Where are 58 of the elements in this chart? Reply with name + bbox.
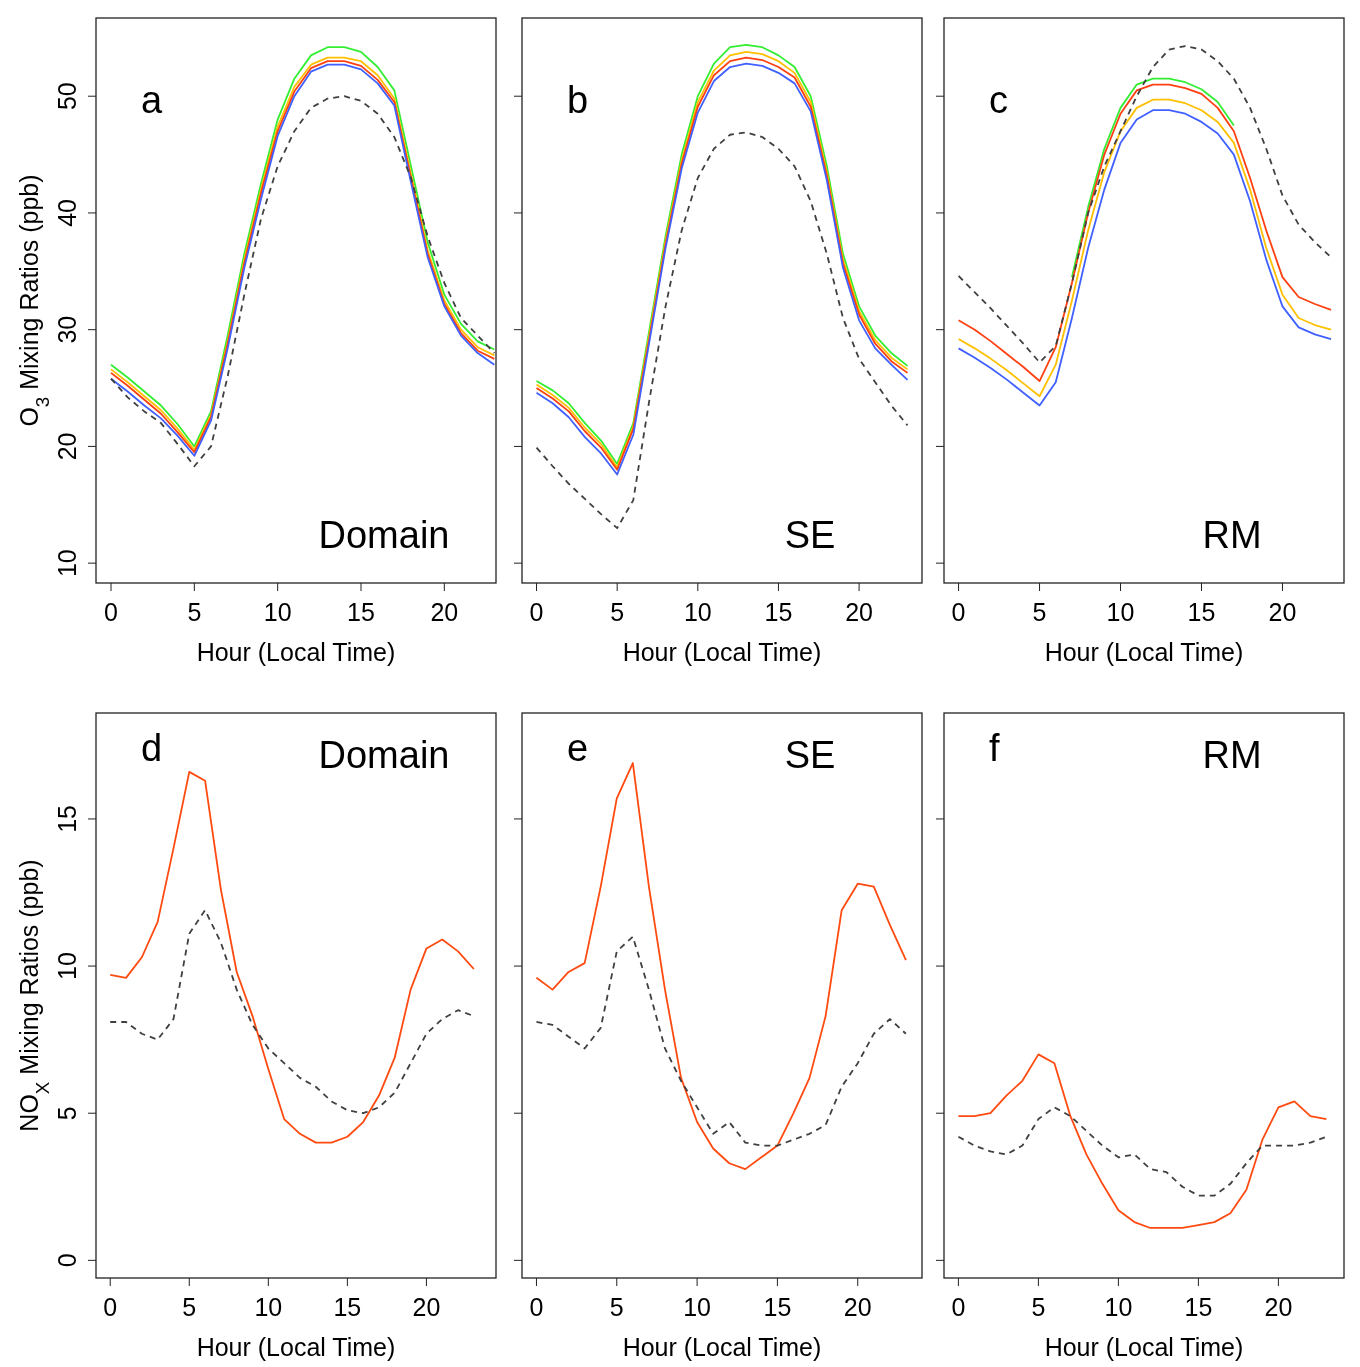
line-series [109,770,475,1144]
x-axis-title: Hour (Local Time) [1044,638,1244,666]
y-tick-label: 50 [53,82,81,111]
annotation: SE [784,514,836,556]
x-tick-label: 5 [610,598,625,626]
annotation: a [141,79,163,121]
x-tick-label: 5 [609,1293,624,1321]
x-tick-label: 15 [1187,598,1216,626]
x-tick-label: 10 [1104,1293,1133,1321]
x-tick-label: 20 [843,1293,872,1321]
y-tick-label: 10 [53,952,81,980]
x-tick-label: 10 [254,1293,283,1321]
x-tick-label: 0 [951,1293,966,1321]
y-tick-label: 30 [53,315,81,344]
x-tick-label: 0 [529,1293,544,1321]
annotation: c [989,79,1008,121]
x-tick-label: 0 [529,598,544,626]
x-tick-label: 10 [683,598,712,626]
x-tick-label: 15 [1184,1293,1213,1321]
annotation: e [567,727,589,769]
x-tick-label: 15 [347,598,375,626]
annotation: RM [1202,734,1262,776]
x-tick-label: 5 [1032,598,1047,626]
annotation: Domain [318,734,450,776]
x-tick-label: 0 [103,1293,118,1321]
x-axis-title: Hour (Local Time) [1044,1333,1244,1361]
x-tick-label: 5 [182,1293,197,1321]
y-tick-label: 20 [53,432,81,461]
x-tick-label: 15 [333,1293,362,1321]
x-tick-label: 5 [187,598,202,626]
x-tick-label: 20 [845,598,873,626]
x-tick-label: 15 [763,1293,792,1321]
annotation: f [989,727,1000,769]
annotation: b [567,79,589,121]
x-tick-label: 10 [263,598,292,626]
x-tick-label: 15 [764,598,793,626]
y-tick-label: 0 [53,1253,81,1268]
annotation: SE [784,734,836,776]
x-tick-label: 20 [1268,598,1297,626]
annotation: RM [1202,514,1262,556]
annotation: Domain [318,514,450,556]
x-tick-label: 0 [951,598,966,626]
x-tick-label: 20 [430,598,459,626]
x-tick-label: 20 [1264,1293,1293,1321]
annotation: d [141,727,163,769]
y-tick-label: 40 [53,199,81,227]
x-tick-label: 10 [683,1293,712,1321]
x-axis-title: Hour (Local Time) [622,1333,822,1361]
x-axis-title: Hour (Local Time) [196,1333,396,1361]
x-tick-label: 20 [412,1293,441,1321]
y-tick-label: 10 [53,549,81,578]
y-tick-label: 5 [53,1106,81,1121]
x-tick-label: 10 [1106,598,1135,626]
x-axis-title: Hour (Local Time) [196,638,396,666]
y-tick-label: 15 [53,805,81,833]
x-axis-title: Hour (Local Time) [622,638,822,666]
x-tick-label: 5 [1031,1293,1046,1321]
x-tick-label: 0 [104,598,118,626]
